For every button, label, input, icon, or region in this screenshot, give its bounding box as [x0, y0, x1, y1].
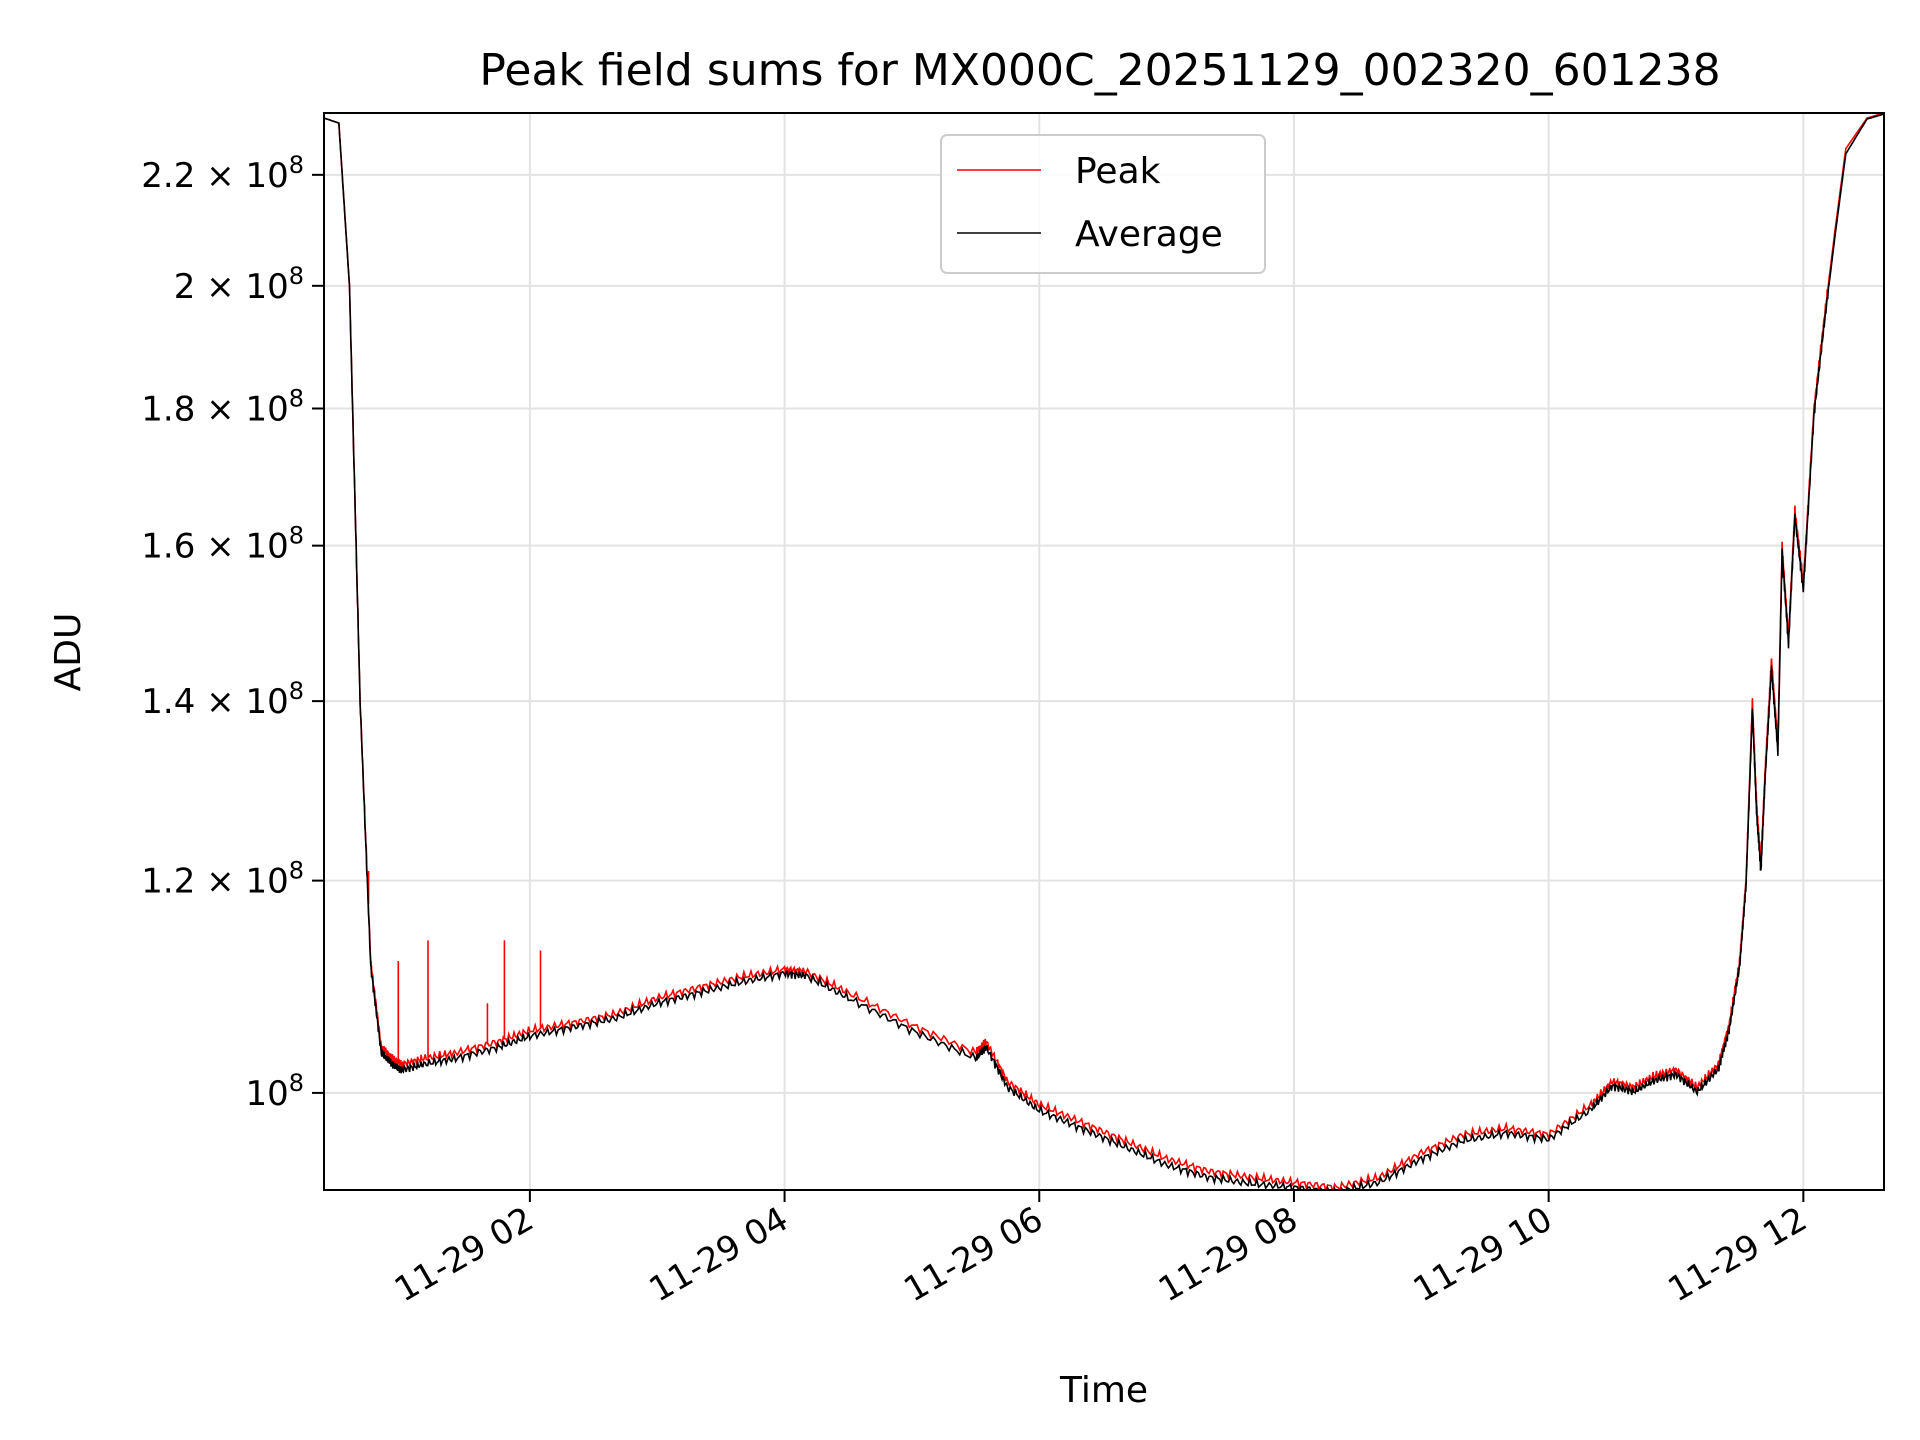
- y-tick-label: 2.2 × 108: [141, 151, 304, 196]
- chart-title: Peak field sums for MX000C_20251129_0023…: [479, 45, 1720, 96]
- y-tick-label: 108: [245, 1069, 304, 1114]
- peak-spikes: [367, 870, 542, 1062]
- y-tick-label: 1.4 × 108: [141, 677, 304, 722]
- plot-frame: [323, 112, 1885, 1191]
- y-axis: 108 1.2 × 108 1.4 × 108 1.6 × 108 1.8 × 108 2…: [141, 151, 324, 1114]
- legend-label-peak: Peak: [1075, 151, 1161, 192]
- y-tick-label: 1.8 × 108: [141, 384, 304, 429]
- legend: Peak Average: [940, 134, 1266, 274]
- y-tick-label: 1.2 × 108: [141, 857, 304, 902]
- series-line-average: [324, 113, 1884, 1190]
- legend-label-average: Average: [1075, 214, 1223, 255]
- gridlines: [324, 113, 1884, 1190]
- y-axis-label: ADU: [48, 613, 89, 692]
- x-axis-label: Time: [1059, 1370, 1148, 1411]
- y-tick-label: 1.6 × 108: [141, 522, 304, 567]
- y-tick-label: 2 × 108: [174, 262, 304, 307]
